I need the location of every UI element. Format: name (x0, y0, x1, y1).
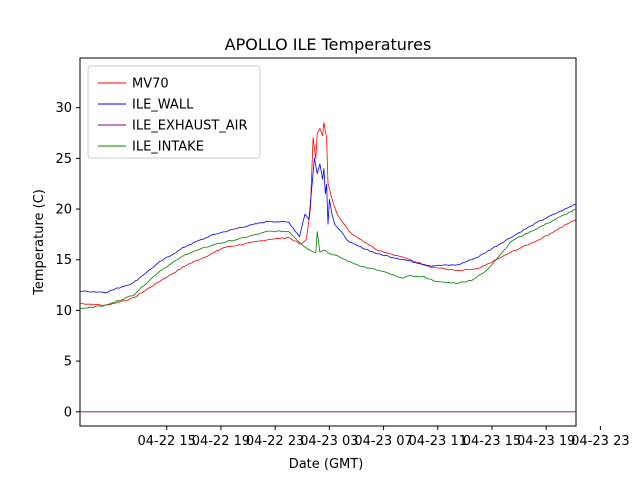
y-axis-ticks: 0 5 10 15 20 25 30 (55, 101, 80, 420)
y-tick-label: 5 (64, 355, 72, 370)
series-line-ile-wall (80, 157, 577, 294)
plot-frame (79, 57, 577, 427)
y-tick-label: 10 (55, 304, 72, 319)
x-tick-label: 04-23 15 (463, 434, 521, 449)
legend-frame (87, 65, 261, 159)
chart-title: APOLLO ILE Temperatures (225, 35, 432, 54)
x-tick-label: 04-23 19 (517, 434, 575, 449)
series-line-ile-intake (79, 208, 577, 310)
legend-entry-label: ILE_WALL (132, 98, 194, 113)
series-line-mv70 (79, 122, 577, 306)
legend-entry-label: MV70 (132, 77, 169, 92)
legend-entry-label: ILE_INTAKE (132, 140, 204, 155)
y-tick-label: 15 (55, 253, 72, 268)
x-tick-label: 04-22 15 (138, 434, 196, 449)
x-tick-label: 04-22 19 (192, 434, 250, 449)
legend-entry-label: ILE_EXHAUST_AIR (132, 119, 248, 134)
x-tick-label: 04-23 03 (300, 434, 358, 449)
x-axis-label: Date (GMT) (289, 457, 364, 472)
x-tick-label: 04-23 11 (409, 434, 467, 449)
y-tick-label: 0 (64, 405, 72, 420)
legend: MV70 ILE_WALL ILE_EXHAUST_AIR ILE_INTAKE (87, 65, 261, 159)
x-tick-label: 04-23 23 (571, 434, 629, 449)
y-tick-label: 20 (55, 203, 72, 218)
y-tick-label: 25 (55, 152, 72, 167)
y-axis-label: Temperature (C) (32, 189, 47, 296)
x-tick-label: 04-22 23 (246, 434, 304, 449)
series-lines (79, 122, 577, 413)
y-tick-label: 30 (55, 101, 72, 116)
x-tick-label: 04-23 07 (354, 434, 412, 449)
